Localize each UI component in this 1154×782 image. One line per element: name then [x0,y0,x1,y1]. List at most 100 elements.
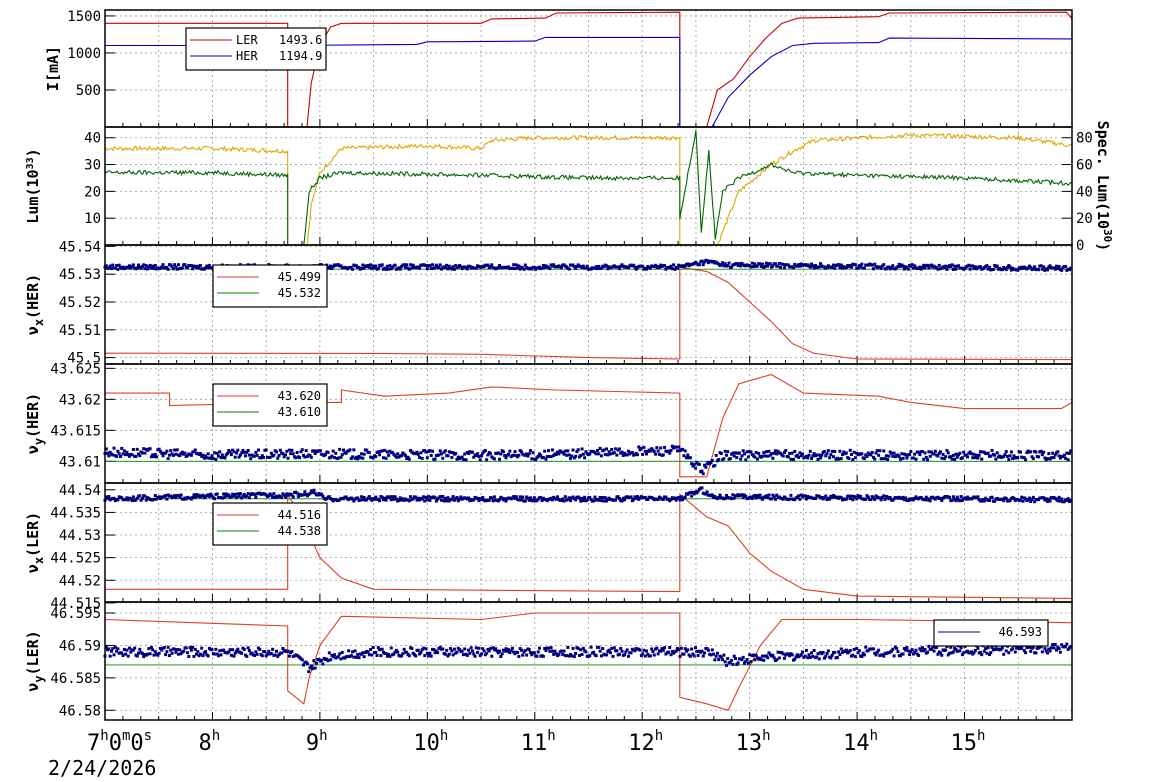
meas-point [183,263,187,267]
meas-point [1017,647,1021,651]
meas-point [473,654,477,658]
meas-point [313,666,317,670]
meas-point [434,263,438,267]
meas-point [985,651,989,655]
meas-point [862,266,866,270]
meas-point [482,649,486,653]
meas-point [741,655,745,659]
meas-point [889,266,893,270]
meas-point [1024,497,1028,501]
meas-point [788,497,792,501]
meas-point [360,495,364,499]
meas-point [664,495,668,499]
meas-point [905,456,909,460]
meas-point [570,454,574,458]
meas-point [220,453,224,457]
meas-point [691,652,695,656]
meas-point [498,264,502,268]
meas-point [250,651,254,655]
meas-point [143,267,147,271]
meas-point [758,262,762,266]
meas-point [469,646,473,650]
y-tick-label: 43.61 [59,454,101,470]
meas-point [871,267,875,271]
meas-point [829,453,833,457]
meas-point [356,496,360,500]
meas-point [663,264,667,268]
meas-point [512,650,516,654]
meas-point [1066,497,1070,501]
meas-point [197,493,201,497]
meas-point [303,455,307,459]
meas-point [508,449,512,453]
meas-point [503,454,507,458]
meas-point [534,457,538,461]
meas-point [923,266,927,270]
meas-point [739,264,743,268]
meas-point [920,646,924,650]
meas-point [926,650,930,654]
meas-point [351,650,355,654]
meas-point [330,454,334,458]
meas-point [949,265,953,269]
meas-point [803,654,807,658]
meas-point [848,264,852,268]
meas-point [712,652,716,656]
y-tick-label-right: 0 [1076,238,1084,254]
meas-point [686,648,690,652]
meas-point [935,645,939,649]
meas-point [683,647,687,651]
meas-point [456,499,460,503]
meas-point [481,496,485,500]
meas-point [813,263,817,267]
meas-point [968,267,972,271]
meas-point [468,651,472,655]
meas-point [388,654,392,658]
meas-point [418,498,422,502]
meas-point [333,653,337,657]
meas-point [152,497,156,501]
meas-point [571,263,575,267]
meas-point [108,264,112,268]
meas-point [686,453,690,457]
meas-point [166,267,170,271]
meas-point [723,660,727,664]
meas-point [645,267,649,271]
meas-point [198,452,202,456]
meas-point [754,496,758,500]
meas-point [652,653,656,657]
meas-point [614,447,618,451]
meas-point [980,653,984,657]
meas-point [969,650,973,654]
meas-point [779,451,783,455]
meas-point [581,646,585,650]
meas-point [634,267,638,271]
meas-point [984,647,988,651]
meas-point [425,651,429,655]
meas-point [472,455,476,459]
legend-name: LER [236,33,258,47]
meas-point [178,648,182,652]
meas-point [1036,455,1040,459]
meas-point [1055,264,1059,268]
meas-point [356,653,360,657]
meas-point [308,666,312,670]
meas-point [342,448,346,452]
y-tick-label: 45.52 [59,295,101,311]
meas-point [153,494,157,498]
meas-point [807,653,811,657]
meas-point [369,647,373,651]
meas-point [200,646,204,650]
meas-point [440,498,444,502]
meas-point [519,498,523,502]
meas-point [605,264,609,268]
meas-point [433,651,437,655]
meas-point [517,453,521,457]
meas-point [465,653,469,657]
meas-point [940,499,944,503]
meas-point [233,492,237,496]
meas-point [437,266,441,270]
meas-point [1066,458,1070,462]
meas-point [375,653,379,657]
meas-point [986,267,990,271]
